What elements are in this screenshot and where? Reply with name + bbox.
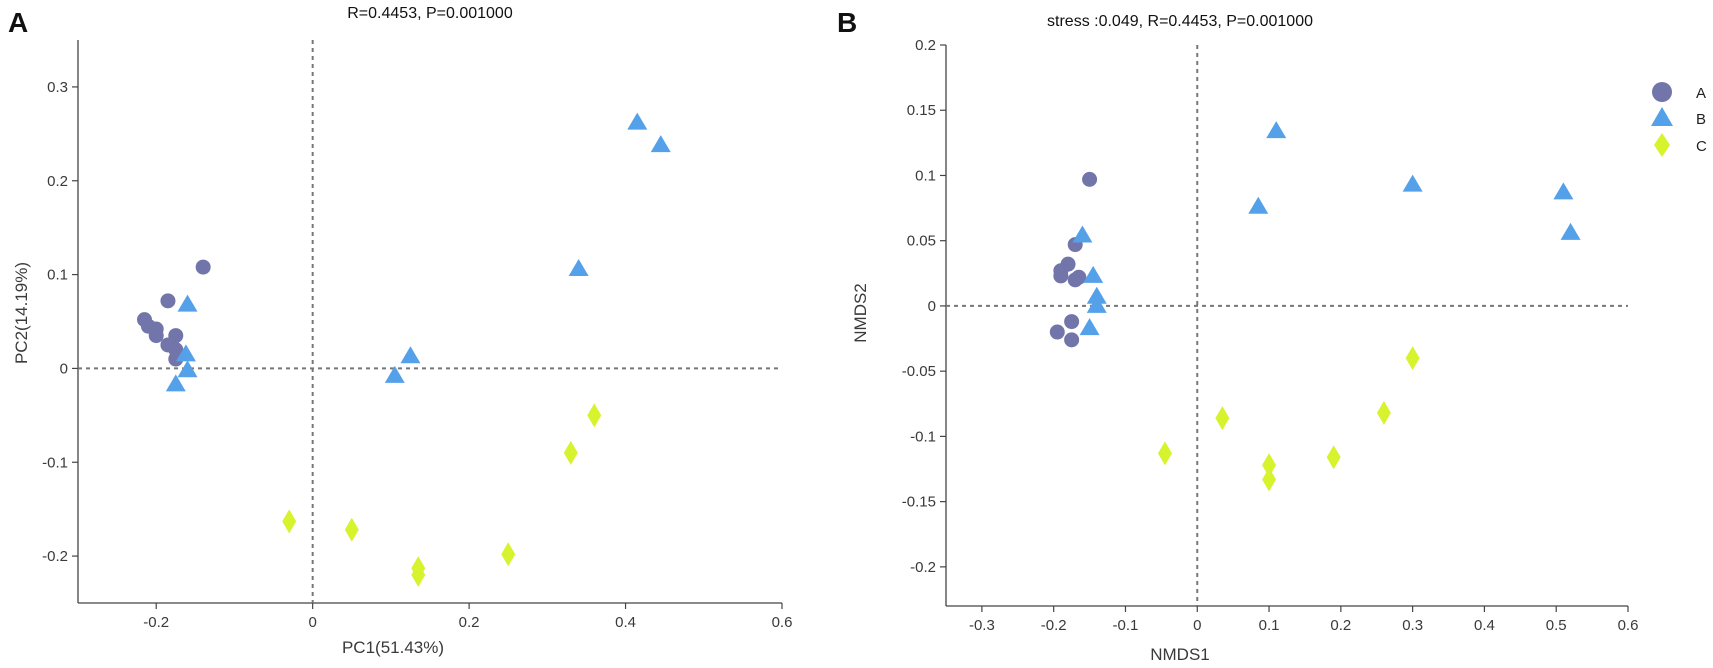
nmds-x-tick-label: -0.2 [1041,617,1067,634]
nmds-point-b [1560,222,1581,240]
pca-x-axis-title: PC1(51.43%) [342,638,444,657]
nmds-x-tick-label: 0.2 [1330,617,1351,634]
nmds-point-c [1376,400,1391,425]
pca-x-tick-label: 0.2 [459,614,480,631]
pca-y-tick-label: 0.2 [47,173,68,190]
pca-point-c [282,509,297,534]
pca-point-b [177,294,198,312]
nmds-x-tick-label: -0.3 [969,617,995,634]
pca-point-b [627,112,648,130]
pca-y-tick-label: 0 [60,360,68,377]
nmds-x-tick-label: 0.6 [1618,617,1639,634]
nmds-x-tick-label: 0.5 [1546,617,1567,634]
nmds-point-b [1083,265,1104,283]
legend-label-a: A [1696,85,1706,102]
nmds-point-c [1262,467,1277,492]
nmds-x-tick-label: -0.1 [1113,617,1139,634]
nmds-panel: B stress :0.049, R=0.4453, P=0.001000 NM… [837,7,1707,664]
nmds-x-tick-label: 0 [1193,617,1201,634]
nmds-point-b [1248,196,1269,214]
nmds-y-tick-label: 0.1 [915,167,936,184]
pca-point-b [650,135,671,153]
nmds-point-a [1064,314,1080,330]
nmds-point-c [1157,441,1172,466]
nmds-point-c [1262,453,1277,478]
pca-plot-area: -0.2 0 0.2 0.4 0.6 -0.2 -0.1 0 0.1 0.2 0.3 [42,40,792,631]
pca-point-b [177,360,198,378]
nmds-y-tick-label: 0.2 [915,37,936,54]
nmds-point-a [1053,268,1069,284]
nmds-y-tick-label: 0 [928,298,936,315]
nmds-x-tick-label: 0.4 [1474,617,1495,634]
legend-marker-b [1651,107,1673,126]
nmds-point-a [1071,269,1087,285]
pca-y-axis-title: PC2(14.19%) [12,262,31,364]
nmds-point-b [1266,121,1287,139]
nmds-y-tick-label: -0.15 [902,494,936,511]
pca-point-b [400,346,421,364]
panel-label-a: A [8,7,28,38]
nmds-x-axis-title: NMDS1 [1150,645,1210,664]
nmds-point-b [1079,318,1100,336]
nmds-point-a [1064,332,1080,348]
nmds-point-a [1082,171,1098,187]
pca-title: R=0.4453, P=0.001000 [347,5,513,22]
pca-panel: A R=0.4453, P=0.001000 PC1(51.43%) PC2(1… [8,5,792,657]
nmds-point-c [1215,406,1230,431]
nmds-point-b [1553,182,1574,200]
nmds-plot-area: -0.3 -0.2 -0.1 0 0.1 0.2 0.3 0.4 0.5 0.6 -0.2 -0.15… [902,37,1639,634]
pca-point-c [411,562,426,587]
pca-point-a [148,328,164,344]
pca-y-tick-label: -0.2 [42,548,68,565]
nmds-y-tick-label: -0.05 [902,363,936,380]
nmds-y-tick-label: 0.15 [907,102,936,119]
pca-y-tick-label: 0.1 [47,267,68,284]
nmds-x-tick-label: 0.3 [1402,617,1423,634]
panel-label-b: B [837,7,857,38]
pca-point-a [195,259,211,275]
legend: A B C [1651,82,1707,157]
pca-point-a [160,293,176,309]
nmds-x-tick-label: 0.1 [1259,617,1280,634]
pca-point-b [165,374,186,392]
nmds-point-b [1402,174,1423,192]
nmds-y-tick-label: -0.2 [910,559,936,576]
pca-point-c [344,517,359,542]
pca-point-c [587,403,602,428]
nmds-point-c [1405,346,1420,371]
nmds-y-tick-label: 0.05 [907,233,936,250]
nmds-point-b [1072,225,1093,243]
nmds-point-c [1326,445,1341,470]
nmds-point-b [1086,295,1107,313]
pca-x-tick-label: 0.4 [615,614,636,631]
legend-marker-a [1652,82,1672,102]
pca-y-tick-label: -0.1 [42,454,68,471]
nmds-y-tick-label: -0.1 [910,428,936,445]
pca-point-b [568,258,589,276]
pca-y-tick-label: 0.3 [47,79,68,96]
nmds-title: stress :0.049, R=0.4453, P=0.001000 [1047,13,1313,30]
pca-point-c [501,542,516,567]
pca-point-c [563,440,578,465]
pca-x-tick-label: -0.2 [143,614,169,631]
pca-x-tick-label: 0 [308,614,316,631]
pca-x-tick-label: 0.6 [772,614,793,631]
nmds-y-axis-title: NMDS2 [851,283,870,343]
nmds-point-a [1049,324,1065,340]
pca-point-b [175,344,196,362]
legend-label-c: C [1696,138,1707,155]
legend-marker-c [1654,133,1670,157]
legend-label-b: B [1696,111,1706,128]
nmds-point-b [1086,286,1107,304]
pca-point-b [384,365,405,383]
